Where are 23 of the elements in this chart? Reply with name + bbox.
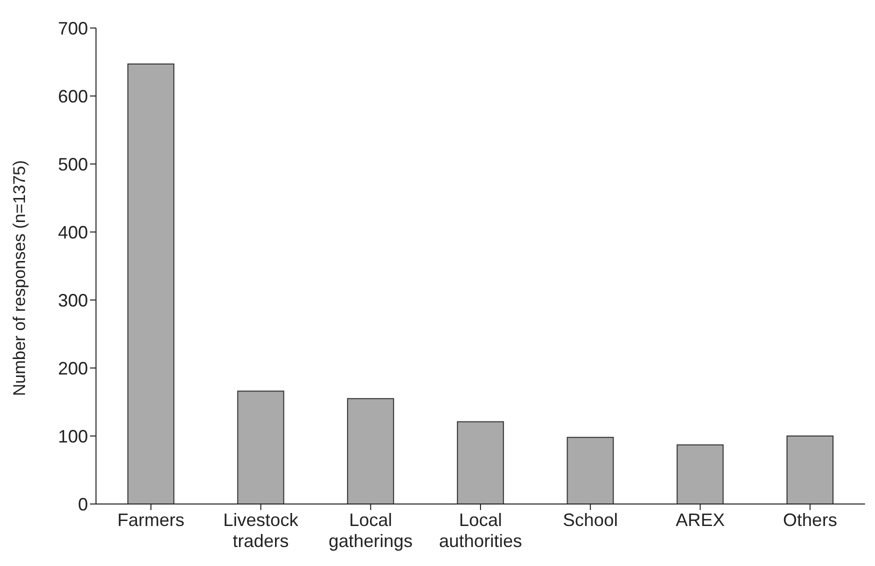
x-tick-label: Farmers [117, 510, 184, 530]
bar [566, 436, 614, 504]
x-tick-label: Others [783, 510, 838, 530]
x-tick-label: Local authorities [438, 510, 522, 551]
y-tick-label: 300 [58, 290, 88, 310]
bar [237, 390, 284, 504]
bar [676, 444, 724, 504]
bar [786, 436, 834, 504]
y-axis-title: Number of responses (n=1375) [10, 160, 30, 396]
bar [347, 398, 394, 504]
y-tick-label: 700 [58, 18, 88, 38]
x-tick-label: Local gatherings [328, 510, 413, 551]
y-tick-label: 200 [58, 358, 88, 378]
y-tick-label: 500 [58, 154, 88, 174]
bar [456, 421, 504, 504]
x-tick-label: School [562, 510, 618, 530]
y-tick-label: 400 [58, 222, 88, 242]
x-tick-label: AREX [676, 510, 725, 530]
y-tick-label: 100 [58, 426, 88, 446]
y-tick-label: 0 [78, 494, 88, 514]
x-tick-label: Livestock traders [223, 510, 300, 551]
y-tick-label: 600 [58, 86, 88, 106]
bar [127, 64, 174, 504]
